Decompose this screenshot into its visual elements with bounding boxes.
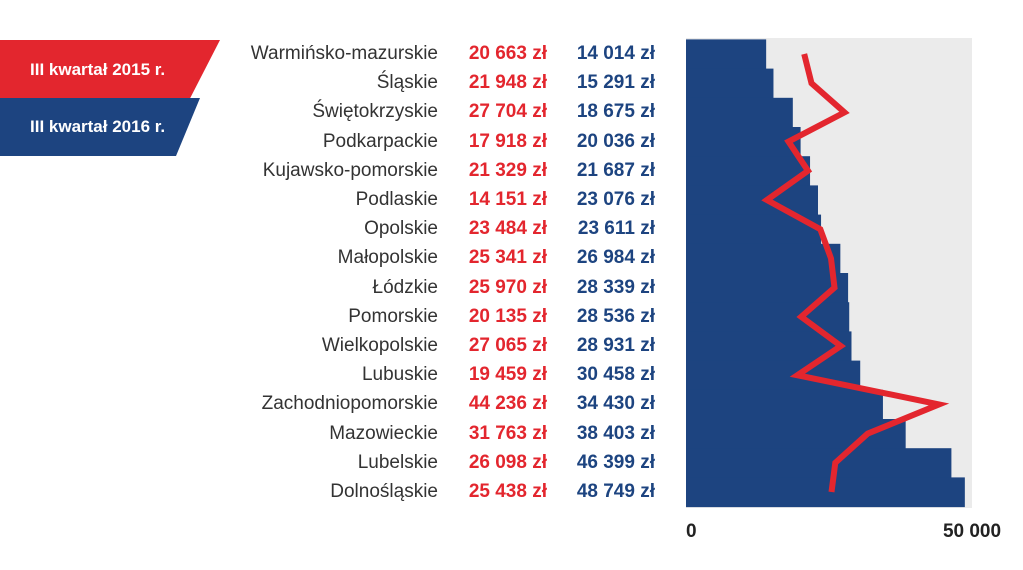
value-2016: 30 458 zł: [576, 364, 655, 386]
region-name: Lubelskie: [357, 451, 438, 473]
value-2015: 17 918 zł: [468, 130, 547, 152]
value-2015: 27 065 zł: [468, 335, 547, 356]
region-name: Pomorskie: [348, 305, 438, 327]
value-2015: 44 236 zł: [468, 393, 547, 415]
value-2015: 26 098 zł: [468, 451, 547, 473]
value-2016: 28 339 zł: [576, 276, 655, 298]
value-2015: 21 329 zł: [468, 159, 547, 181]
bar-2016: [686, 477, 965, 508]
bar-2016: [686, 127, 801, 157]
region-name: Warmińsko-mazurskie: [250, 43, 438, 64]
region-name: Wielkopolskie: [321, 335, 438, 356]
value-2015: 21 948 zł: [468, 72, 547, 94]
bar-2016: [686, 302, 850, 332]
value-2016: 18 675 zł: [576, 101, 655, 123]
bar-2016: [686, 97, 793, 128]
value-2015: 20 135 zł: [468, 305, 547, 327]
value-2015: 25 970 zł: [468, 276, 547, 298]
value-2016: 34 430 zł: [576, 393, 655, 415]
bar-2016: [686, 39, 767, 70]
legend-2015-label: III kwartał 2015 r.: [30, 60, 166, 79]
bar-2016: [686, 448, 952, 478]
region-name: Łódzkie: [372, 276, 439, 298]
legend-2015: III kwartał 2015 r.: [0, 40, 220, 100]
bar-2016: [686, 68, 774, 99]
value-2016: 28 931 zł: [576, 335, 655, 356]
value-2015: 19 459 zł: [468, 364, 547, 386]
region-name: Lubuskie: [361, 364, 438, 386]
legend-2016: III kwartał 2016 r.: [0, 98, 200, 156]
region-name: Dolnośląskie: [330, 481, 438, 502]
value-2016: 46 399 zł: [576, 451, 655, 473]
value-2016: 20 036 zł: [576, 130, 655, 152]
region-name: Podkarpackie: [322, 130, 438, 152]
region-name: Mazowieckie: [329, 422, 438, 444]
bar-2016: [686, 360, 861, 391]
bar-2016: [686, 389, 883, 420]
legend-2016-label: III kwartał 2016 r.: [30, 117, 166, 136]
value-2015: 25 438 zł: [468, 481, 547, 502]
region-name: Opolskie: [364, 218, 438, 240]
value-2015: 25 341 zł: [468, 247, 547, 269]
region-name: Zachodniopomorskie: [261, 393, 438, 415]
region-name: Podlaskie: [355, 189, 438, 210]
value-2016: 28 536 zł: [576, 305, 655, 327]
x-tick-label: 0: [686, 521, 697, 542]
value-2016: 38 403 zł: [576, 422, 655, 444]
value-2016: 26 984 zł: [576, 247, 655, 269]
value-2016: 21 687 zł: [576, 159, 655, 181]
value-2016: 15 291 zł: [576, 72, 655, 94]
value-2016: 23 076 zł: [576, 189, 655, 210]
value-2015: 31 763 zł: [468, 422, 547, 444]
line-2015: [761, 53, 950, 493]
region-name: Małopolskie: [337, 247, 438, 269]
value-2016: 23 611 zł: [577, 218, 655, 240]
bar-2016: [686, 243, 841, 274]
region-name: Świętokrzyskie: [312, 101, 438, 123]
value-2015: 27 704 zł: [468, 101, 547, 123]
region-name: Śląskie: [376, 72, 438, 94]
value-2016: 14 014 zł: [576, 43, 655, 64]
value-2015: 20 663 zł: [468, 43, 547, 64]
x-tick-label: 50 000: [943, 521, 1001, 542]
value-2015: 14 151 zł: [468, 189, 547, 210]
bar-2016: [686, 185, 818, 216]
value-2015: 23 484 zł: [468, 218, 547, 240]
region-name: Kujawsko-pomorskie: [262, 159, 438, 181]
value-2016: 48 749 zł: [576, 481, 655, 502]
